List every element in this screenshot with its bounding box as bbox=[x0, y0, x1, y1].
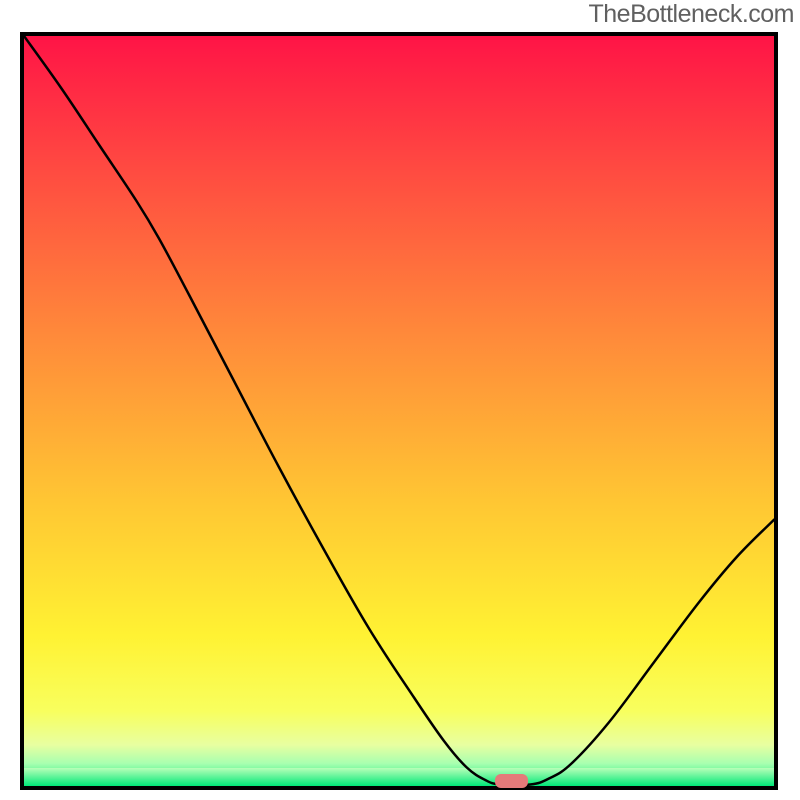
watermark-text: TheBottleneck.com bbox=[589, 0, 795, 29]
optimum-marker bbox=[495, 774, 529, 788]
bottleneck-curve bbox=[24, 36, 774, 786]
bottleneck-curve-path bbox=[24, 36, 774, 785]
chart-frame bbox=[20, 32, 778, 790]
